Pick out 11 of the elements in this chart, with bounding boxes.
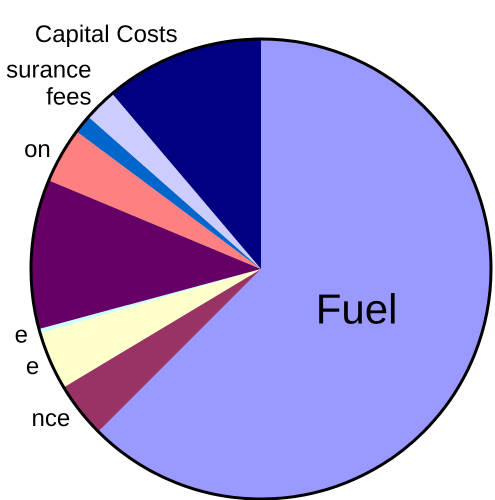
pie-slice (76, 116, 261, 269)
slice-label: e (14, 320, 28, 348)
slice-label: surance fees (6, 56, 92, 110)
pie-slice (48, 131, 261, 269)
slice-label: on (24, 136, 51, 163)
pie-slice (40, 269, 261, 388)
slice-label: nce (32, 404, 70, 432)
slice-label: Fuel (316, 285, 398, 332)
slice-label: e (26, 352, 40, 380)
pie-slice (31, 180, 261, 329)
slice-label: Capital Costs (34, 20, 178, 48)
